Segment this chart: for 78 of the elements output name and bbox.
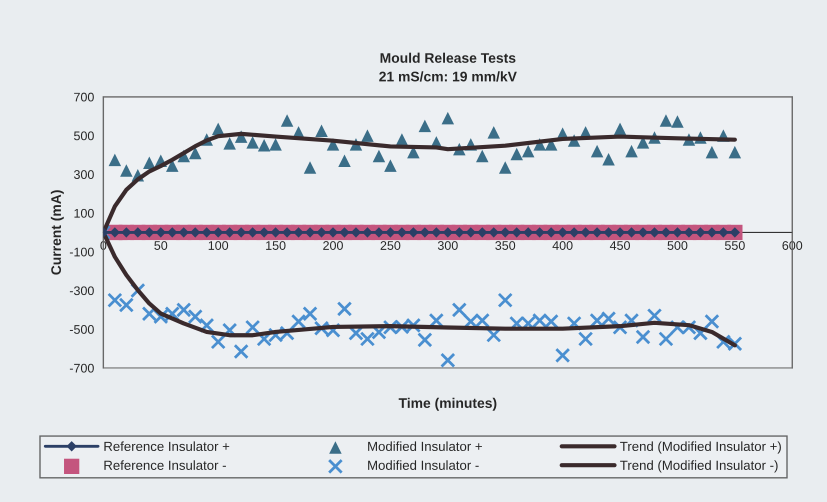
point: [602, 152, 615, 166]
legend-label: Trend (Modified Insulator -): [620, 460, 778, 473]
point: [120, 164, 133, 177]
y-tick-label: -300: [70, 286, 94, 296]
point: [290, 314, 306, 330]
point: [304, 161, 316, 174]
y-tick-label: 300: [74, 170, 94, 179]
point: [269, 138, 282, 151]
x-tick-label: 100: [208, 241, 228, 250]
point: [614, 122, 626, 136]
x-tick-label: 500: [668, 241, 688, 250]
point: [315, 124, 328, 138]
point: [728, 146, 742, 158]
x-tick-label: 150: [266, 241, 286, 250]
chart-title: Mould Release Tests: [380, 52, 516, 63]
point: [188, 309, 203, 324]
point: [522, 144, 534, 158]
point: [578, 331, 594, 347]
y-tick-label: -700: [70, 364, 94, 373]
point: [476, 150, 489, 162]
point: [487, 126, 500, 139]
point: [635, 329, 651, 345]
legend-label: Modified Insulator -: [368, 460, 479, 470]
point: [704, 314, 720, 330]
x-tick-label: 450: [610, 241, 630, 250]
point: [360, 331, 376, 347]
x-tick-label: 250: [380, 241, 400, 250]
x-tick-label: 350: [495, 241, 516, 250]
point: [498, 292, 513, 308]
point: [442, 112, 454, 124]
point: [246, 136, 259, 149]
point: [658, 331, 674, 347]
point: [625, 144, 638, 158]
point: [302, 306, 318, 322]
point: [498, 161, 512, 174]
point: [361, 129, 374, 142]
x-tick-label: 400: [552, 241, 573, 250]
y-tick-label: 500: [74, 131, 94, 140]
point: [143, 156, 156, 169]
point: [280, 114, 294, 127]
point: [671, 115, 684, 128]
x-tick-label: 300: [438, 241, 458, 250]
point: [384, 159, 397, 172]
point: [706, 146, 718, 158]
x-axis-title: Time (minutes): [398, 398, 496, 411]
point: [554, 348, 570, 364]
point: [188, 146, 202, 160]
point: [452, 302, 467, 318]
point: [118, 297, 134, 313]
point: [336, 301, 352, 317]
point: [338, 154, 351, 168]
point: [223, 137, 236, 150]
y-tick-label: -100: [70, 248, 94, 256]
legend-label: Reference Insulator +: [104, 441, 230, 452]
y-tick-label: -500: [70, 325, 94, 334]
x-tick-label: 50: [154, 241, 168, 250]
point: [660, 114, 672, 127]
x-tick-label: 550: [724, 241, 745, 250]
point: [646, 308, 662, 324]
x-tick-label: 200: [323, 241, 343, 250]
point: [107, 292, 122, 308]
legend-label: Trend (Modified Insulator +): [620, 441, 781, 454]
y-axis-title: Current (mA): [50, 190, 64, 275]
point: [590, 144, 604, 158]
point: [108, 154, 122, 166]
point: [440, 352, 456, 368]
point: [418, 120, 432, 132]
legend-label: Reference Insulator -: [104, 460, 226, 470]
point: [372, 150, 386, 162]
chart-subtitle: 21 mS/cm: 19 mm/kV: [379, 71, 517, 82]
point: [417, 332, 432, 348]
point: [510, 148, 523, 160]
point: [258, 139, 270, 152]
point: [234, 344, 249, 360]
legend-label: Modified Insulator +: [368, 441, 482, 452]
y-tick-label: 100: [74, 208, 94, 218]
point: [244, 320, 260, 335]
y-tick-label: 700: [74, 92, 94, 102]
